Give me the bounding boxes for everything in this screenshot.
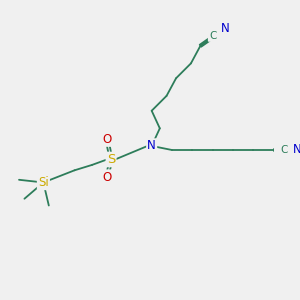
Text: S: S <box>107 153 115 166</box>
Text: Si: Si <box>38 176 49 189</box>
Text: N: N <box>221 22 230 35</box>
Text: O: O <box>102 171 112 184</box>
Text: O: O <box>102 133 112 146</box>
Text: N: N <box>147 140 156 152</box>
Text: C: C <box>209 31 216 41</box>
Text: C: C <box>280 145 288 155</box>
Text: N: N <box>293 143 300 157</box>
